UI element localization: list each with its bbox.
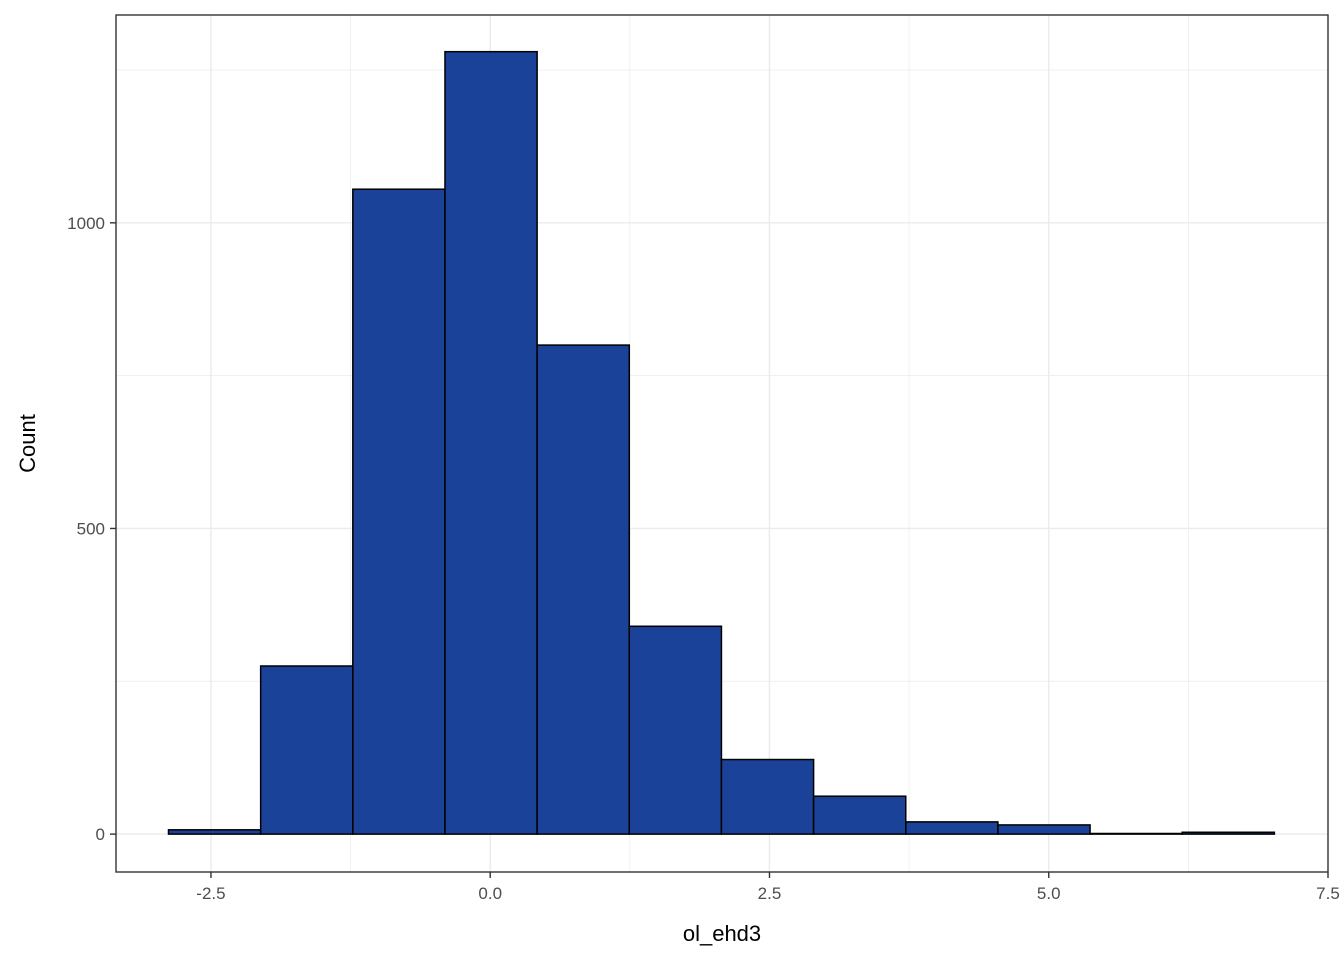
- histogram-bars: [167, 50, 1276, 835]
- histogram-bar: [352, 188, 446, 835]
- x-axis-ticks: -2.5 0.0 2.5 5.0 7.5: [196, 872, 1340, 903]
- histogram-bar: [536, 344, 631, 835]
- histogram-bar: [628, 625, 723, 835]
- x-tick-label: 5.0: [1037, 884, 1061, 903]
- y-axis-title: Count: [15, 414, 40, 473]
- histogram-bar: [1089, 832, 1183, 835]
- histogram-bar: [1181, 831, 1276, 835]
- histogram-bar: [444, 50, 538, 835]
- x-tick-label: 0.0: [478, 884, 502, 903]
- histogram-bar: [259, 665, 354, 835]
- histogram-bar: [905, 821, 999, 835]
- y-tick-label: 0: [96, 825, 105, 844]
- y-tick-label: 500: [77, 519, 105, 538]
- y-tick-label: 1000: [67, 214, 105, 233]
- x-tick-label: -2.5: [196, 884, 225, 903]
- x-axis-title: ol_ehd3: [683, 921, 761, 946]
- y-axis-ticks: 0 500 1000: [67, 214, 116, 844]
- x-tick-label: 2.5: [758, 884, 782, 903]
- panel-border: [115, 14, 1329, 873]
- histogram-bar: [997, 824, 1091, 835]
- histogram-bar: [167, 829, 262, 835]
- histogram-bar: [720, 758, 815, 835]
- x-tick-label: 7.5: [1316, 884, 1340, 903]
- histogram-bar: [812, 795, 907, 835]
